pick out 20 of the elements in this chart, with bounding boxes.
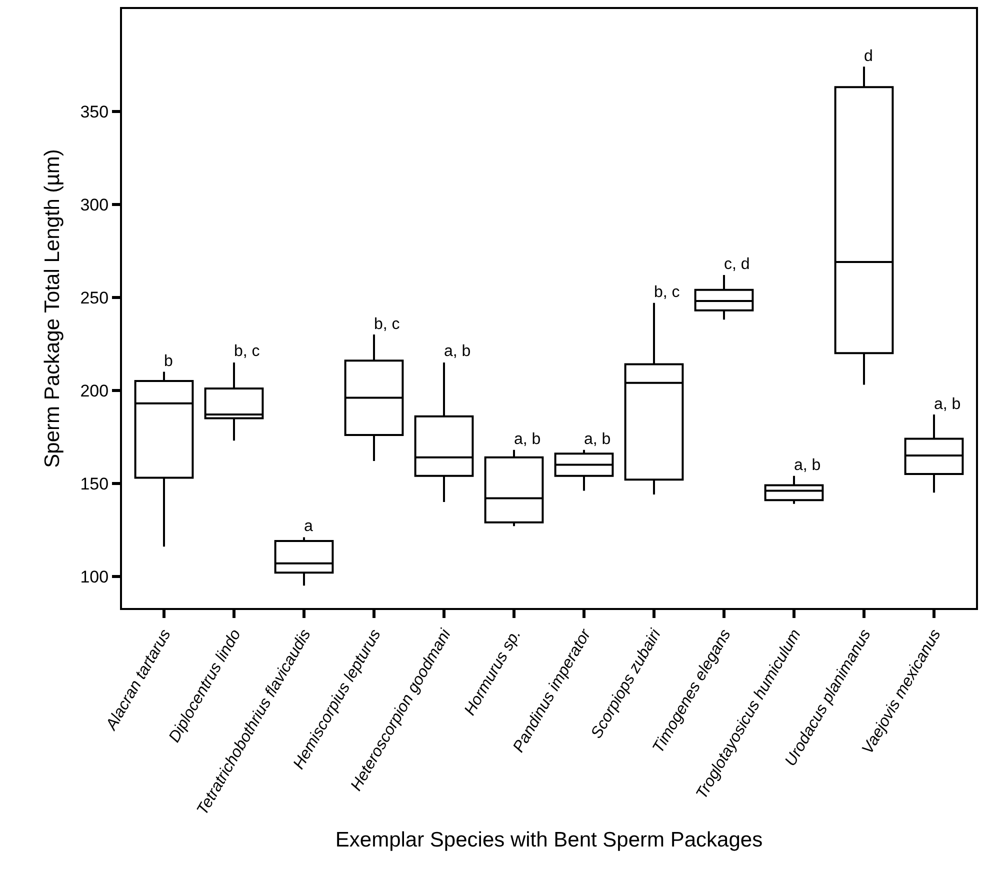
annotation: a, b (444, 343, 471, 360)
y-tick-label: 350 (80, 102, 109, 122)
annotation: a, b (514, 431, 541, 448)
y-tick-label: 150 (80, 474, 109, 494)
annotation: b (164, 353, 173, 370)
annotation: c, d (724, 256, 750, 273)
annotation: a, b (934, 396, 961, 413)
x-axis-title: Exemplar Species with Bent Sperm Packages (335, 828, 763, 852)
y-tick-label: 250 (80, 288, 109, 308)
annotation: b, c (654, 284, 680, 301)
annotation: d (864, 48, 873, 65)
y-axis-title: Sperm Package Total Length (µm) (40, 149, 64, 468)
annotation: b, c (234, 343, 260, 360)
annotation: a, b (794, 457, 821, 474)
annotation: b, c (374, 316, 400, 333)
annotation: a, b (584, 431, 611, 448)
y-tick-label: 100 (80, 567, 109, 586)
y-tick-label: 300 (80, 195, 109, 214)
annotation: a (304, 518, 313, 535)
y-tick-label: 200 (80, 381, 109, 400)
